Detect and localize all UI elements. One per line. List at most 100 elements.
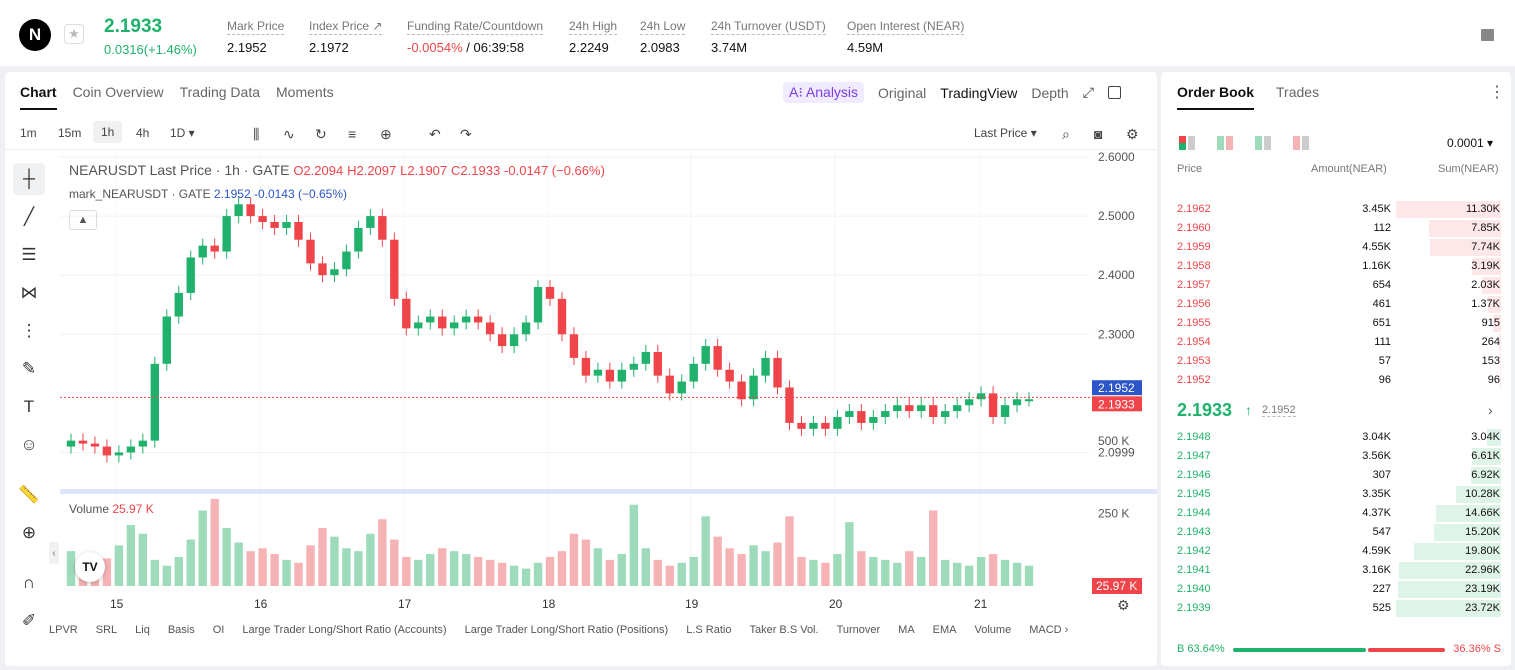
tab-depth[interactable]: Depth — [1031, 84, 1069, 101]
ruler-icon[interactable]: 📏 — [18, 485, 40, 504]
horizontal-lines-icon[interactable]: ☰ — [21, 245, 37, 264]
bid-row[interactable]: 2.1942 4.59K 19.80K — [1161, 542, 1511, 561]
ask-row[interactable]: 2.1959 4.55K 7.74K — [1161, 238, 1511, 257]
expand-icon[interactable]: ⤢ — [1082, 84, 1094, 100]
indicator-macd[interactable]: MACD › — [1029, 624, 1069, 636]
ask-row[interactable]: 2.1958 1.16K 3.19K — [1161, 257, 1511, 276]
candlestick-chart[interactable]: 2.6000 2.5000 2.4000 2.3000 2.0999 15 16 17 18 19… — [5, 152, 1157, 622]
zoom-in-icon[interactable]: ⊕ — [21, 523, 37, 542]
bid-row[interactable]: 2.1940 227 23.19K — [1161, 580, 1511, 599]
bid-row[interactable]: 2.1948 3.04K 3.04K — [1161, 428, 1511, 447]
collapse-legend-button[interactable]: ▲ — [69, 210, 97, 230]
ask-row[interactable]: 2.1956 461 1.37K — [1161, 295, 1511, 314]
indicator-large-trader-accounts[interactable]: Large Trader Long/Short Ratio (Accounts) — [242, 624, 447, 636]
search-icon[interactable]: ⌕ — [1062, 126, 1070, 142]
pattern-icon[interactable]: ⋈ — [20, 283, 38, 302]
bid-row[interactable]: 2.1947 3.56K 6.61K — [1161, 447, 1511, 466]
timeframe-4h[interactable]: 4h — [136, 126, 150, 140]
guide-book-icon[interactable] — [1481, 29, 1494, 41]
collapse-tools-icon[interactable]: ‹ — [49, 542, 59, 564]
indicator-lpvr[interactable]: LPVR — [49, 624, 78, 636]
redo-icon[interactable]: ↷ — [460, 126, 472, 142]
ask-row[interactable]: 2.1962 3.45K 11.30K — [1161, 200, 1511, 219]
tab-trading-data[interactable]: Trading Data — [179, 84, 261, 100]
indicator-volume[interactable]: Volume — [974, 624, 1012, 636]
mode-split-icon[interactable] — [1217, 136, 1233, 150]
pencil-lock-icon[interactable]: ✐ — [21, 611, 37, 630]
trend-line-icon[interactable]: ╱ — [23, 207, 35, 226]
bid-depth-bar — [1413, 543, 1501, 560]
camera-icon[interactable]: ◙ — [1094, 126, 1103, 142]
templates-icon[interactable]: ≡ — [348, 126, 357, 142]
settings-gear-icon[interactable]: ⚙ — [1126, 126, 1139, 142]
timeframe-1d[interactable]: 1D ▾ — [170, 126, 195, 140]
fullscreen-icon[interactable] — [1107, 86, 1121, 99]
tab-chart[interactable]: Chart — [20, 84, 57, 110]
tab-moments[interactable]: Moments — [276, 84, 334, 100]
volume-bar — [893, 562, 902, 586]
chevron-right-icon[interactable]: › — [1488, 402, 1493, 418]
ask-depth-bar — [1396, 201, 1501, 218]
emoji-icon[interactable]: ☺ — [20, 435, 38, 454]
tab-trades[interactable]: Trades — [1276, 84, 1320, 100]
favorite-star-icon[interactable]: ★ — [64, 24, 84, 44]
bid-row[interactable]: 2.1944 4.37K 14.66K — [1161, 504, 1511, 523]
add-indicator-icon[interactable]: ⊕ — [380, 126, 392, 142]
volume-bar — [905, 551, 914, 586]
mode-asks-icon[interactable] — [1293, 136, 1309, 150]
ai-analysis-button[interactable]: A⁝ Analysis — [783, 82, 865, 103]
timeframe-1m[interactable]: 1m — [20, 126, 37, 140]
candle-body — [78, 440, 88, 444]
indicator-oi[interactable]: OI — [212, 624, 225, 636]
ask-row[interactable]: 2.1960 112 7.85K — [1161, 219, 1511, 238]
replay-icon[interactable]: ↻ — [315, 126, 327, 142]
timeframe-1h[interactable]: 1h — [93, 121, 123, 143]
bid-depth-bar — [1433, 524, 1501, 541]
ask-row[interactable]: 2.1952 96 96 — [1161, 371, 1511, 390]
indicators-icon[interactable]: ∿ — [283, 126, 295, 142]
undo-icon[interactable]: ↶ — [429, 126, 441, 142]
volume-last-tag-label: 25.97 K — [1096, 579, 1137, 593]
indicator-ma[interactable]: MA — [898, 624, 915, 636]
indicator-liq[interactable]: Liq — [135, 624, 150, 636]
tab-coin-overview[interactable]: Coin Overview — [72, 84, 164, 100]
ask-row[interactable]: 2.1957 654 2.03K — [1161, 276, 1511, 295]
text-icon[interactable]: T — [23, 397, 35, 416]
bid-row[interactable]: 2.1946 307 6.92K — [1161, 466, 1511, 485]
axis-settings-icon[interactable]: ⚙ — [1117, 598, 1130, 614]
tab-original[interactable]: Original — [878, 84, 927, 101]
crosshair-icon[interactable]: ┼ — [13, 163, 45, 195]
bid-row[interactable]: 2.1939 525 23.72K — [1161, 599, 1511, 618]
bid-amount: 307 — [1372, 469, 1391, 481]
price-type-select[interactable]: Last Price ▾ — [974, 126, 1037, 140]
ask-sum: 1.37K — [1471, 298, 1500, 310]
candle-body — [881, 411, 890, 417]
indicator-ls-ratio[interactable]: L.S Ratio — [686, 624, 732, 636]
mode-both-icon[interactable] — [1179, 136, 1195, 150]
indicator-large-trader-positions[interactable]: Large Trader Long/Short Ratio (Positions… — [464, 624, 669, 636]
bid-row[interactable]: 2.1941 3.16K 22.96K — [1161, 561, 1511, 580]
tab-tradingview[interactable]: TradingView — [940, 84, 1018, 101]
bid-row[interactable]: 2.1943 547 15.20K — [1161, 523, 1511, 542]
indicator-srl[interactable]: SRL — [95, 624, 118, 636]
timeframe-15m[interactable]: 15m — [58, 126, 82, 140]
ask-row[interactable]: 2.1953 57 153 — [1161, 352, 1511, 371]
magnet-icon[interactable]: ∩ — [22, 573, 36, 592]
candle-type-icon[interactable]: ⫼ — [253, 126, 260, 142]
precision-select[interactable]: 0.0001 ▾ — [1447, 136, 1494, 150]
fib-icon[interactable]: ⋮ — [20, 321, 38, 340]
indicator-taker-bs-vol[interactable]: Taker B.S Vol. — [749, 624, 819, 636]
mode-bids-icon[interactable] — [1255, 136, 1271, 150]
stat-index-price[interactable]: Index Price ↗ 2.1972 — [309, 19, 383, 55]
indicator-turnover[interactable]: Turnover — [836, 624, 881, 636]
more-options-icon[interactable]: ⋮ — [1489, 84, 1505, 101]
brush-icon[interactable]: ✎ — [21, 359, 37, 378]
up-arrow-icon: ↑ — [1245, 402, 1252, 418]
indicator-ema[interactable]: EMA — [932, 624, 957, 636]
bid-depth-bar — [1455, 486, 1501, 503]
indicator-basis[interactable]: Basis — [167, 624, 195, 636]
ask-row[interactable]: 2.1954 111 264 — [1161, 333, 1511, 352]
ask-row[interactable]: 2.1955 651 915 — [1161, 314, 1511, 333]
tab-order-book[interactable]: Order Book — [1177, 84, 1255, 110]
bid-row[interactable]: 2.1945 3.35K 10.28K — [1161, 485, 1511, 504]
